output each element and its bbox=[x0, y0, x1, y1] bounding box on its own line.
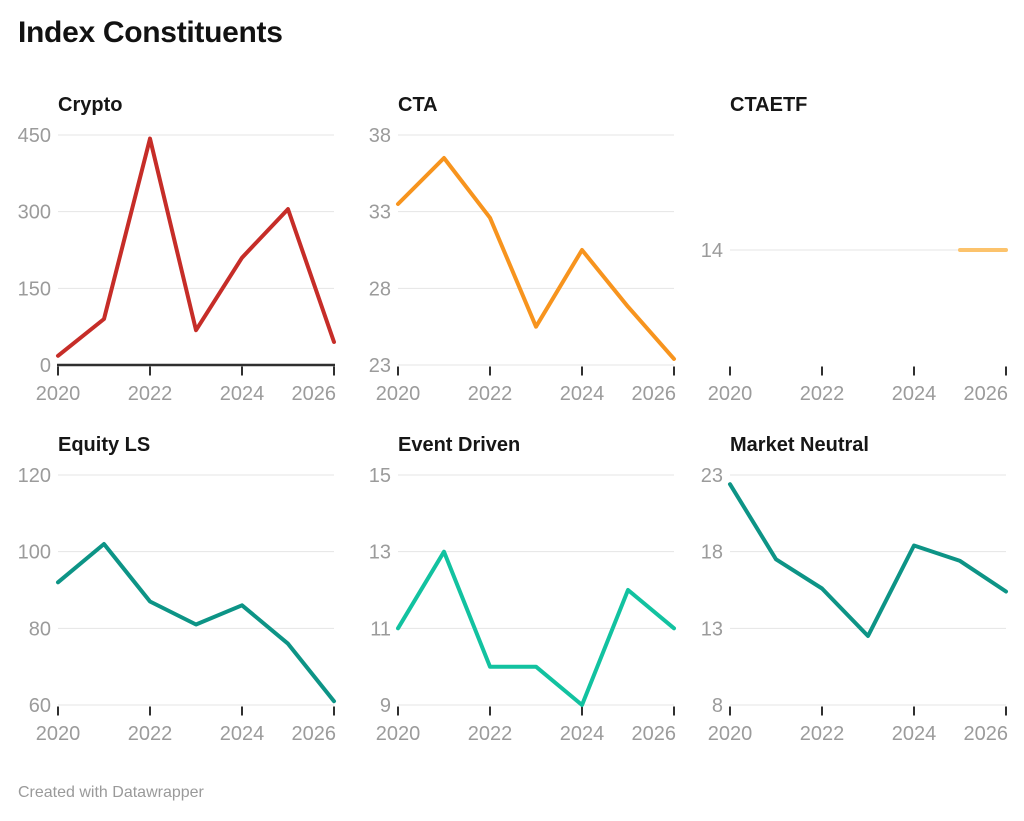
x-tick-label: 2022 bbox=[800, 723, 845, 745]
datawrapper-attribution: Created with Datawrapper bbox=[18, 784, 204, 801]
x-tick-label: 2020 bbox=[708, 723, 753, 745]
panel-ctaetf: CTAETF 14 2020 2022 2024 2026 bbox=[701, 94, 1009, 405]
x-tick-label: 2024 bbox=[220, 723, 265, 745]
x-tick-label: 2020 bbox=[376, 723, 421, 745]
x-tick-label: 2020 bbox=[708, 383, 753, 405]
y-tick-label: 38 bbox=[369, 125, 391, 147]
x-tick-label: 2026 bbox=[292, 723, 337, 745]
x-tick-label: 2024 bbox=[560, 383, 605, 405]
panel-cta: CTA 23 28 33 38 2020 2022 2024 2026 bbox=[369, 94, 677, 405]
x-tick-label: 2024 bbox=[892, 723, 937, 745]
y-tick-label: 100 bbox=[18, 542, 51, 564]
chart-title: Index Constituents bbox=[18, 16, 283, 49]
panel-title: Equity LS bbox=[58, 434, 150, 456]
x-tick-label: 2022 bbox=[128, 383, 173, 405]
x-tick-label: 2024 bbox=[560, 723, 605, 745]
panel-title: CTA bbox=[398, 94, 438, 116]
x-tick-label: 2020 bbox=[376, 383, 421, 405]
x-tick-label: 2026 bbox=[964, 383, 1009, 405]
data-line-cta bbox=[396, 156, 676, 361]
x-tick-label: 2024 bbox=[892, 383, 937, 405]
data-line-market-neutral bbox=[728, 482, 1008, 638]
x-tick-label: 2022 bbox=[800, 383, 845, 405]
x-tick-label: 2026 bbox=[292, 383, 337, 405]
y-tick-label: 0 bbox=[40, 355, 51, 377]
y-tick-label: 28 bbox=[369, 278, 391, 300]
x-tick-label: 2022 bbox=[468, 383, 513, 405]
y-tick-label: 300 bbox=[18, 202, 51, 224]
y-tick-label: 23 bbox=[369, 355, 391, 377]
y-tick-label: 15 bbox=[369, 465, 391, 487]
panel-title: Event Driven bbox=[398, 434, 520, 456]
x-tick-label: 2026 bbox=[964, 723, 1009, 745]
y-tick-label: 13 bbox=[701, 618, 723, 640]
y-tick-label: 18 bbox=[701, 542, 723, 564]
y-tick-label: 23 bbox=[701, 465, 723, 487]
y-tick-label: 8 bbox=[712, 695, 723, 717]
x-tick-label: 2026 bbox=[632, 723, 677, 745]
panel-crypto: Crypto 0 150 300 450 2020 2022 2024 2026 bbox=[18, 94, 337, 405]
x-tick-label: 2022 bbox=[468, 723, 513, 745]
x-tick-label: 2026 bbox=[632, 383, 677, 405]
y-tick-label: 80 bbox=[29, 618, 51, 640]
x-tick-label: 2024 bbox=[220, 383, 265, 405]
x-tick-label: 2020 bbox=[36, 723, 81, 745]
x-tick-label: 2020 bbox=[36, 383, 81, 405]
panel-market-neutral: Market Neutral 8 13 18 23 2020 2022 2024 2026 bbox=[701, 434, 1009, 745]
y-tick-label: 11 bbox=[370, 618, 391, 640]
panel-equity-ls: Equity LS 60 80 100 120 2020 2022 2024 2026 bbox=[18, 434, 337, 745]
y-tick-label: 60 bbox=[29, 695, 51, 717]
y-tick-label: 150 bbox=[18, 278, 51, 300]
y-tick-label: 450 bbox=[18, 125, 51, 147]
data-line-crypto bbox=[56, 136, 336, 358]
panel-title: Crypto bbox=[58, 94, 122, 116]
y-tick-label: 120 bbox=[18, 465, 51, 487]
y-tick-label: 33 bbox=[369, 202, 391, 224]
y-tick-label: 14 bbox=[701, 240, 723, 262]
data-line-event-driven bbox=[396, 549, 676, 707]
data-line-equity-ls bbox=[56, 542, 336, 704]
x-tick-label: 2022 bbox=[128, 723, 173, 745]
panel-title: Market Neutral bbox=[730, 434, 869, 456]
panel-event-driven: Event Driven 9 11 13 15 2020 2022 2024 2026 bbox=[369, 434, 677, 745]
panel-title: CTAETF bbox=[730, 94, 807, 116]
y-tick-label: 13 bbox=[369, 542, 391, 564]
y-tick-label: 9 bbox=[380, 695, 391, 717]
